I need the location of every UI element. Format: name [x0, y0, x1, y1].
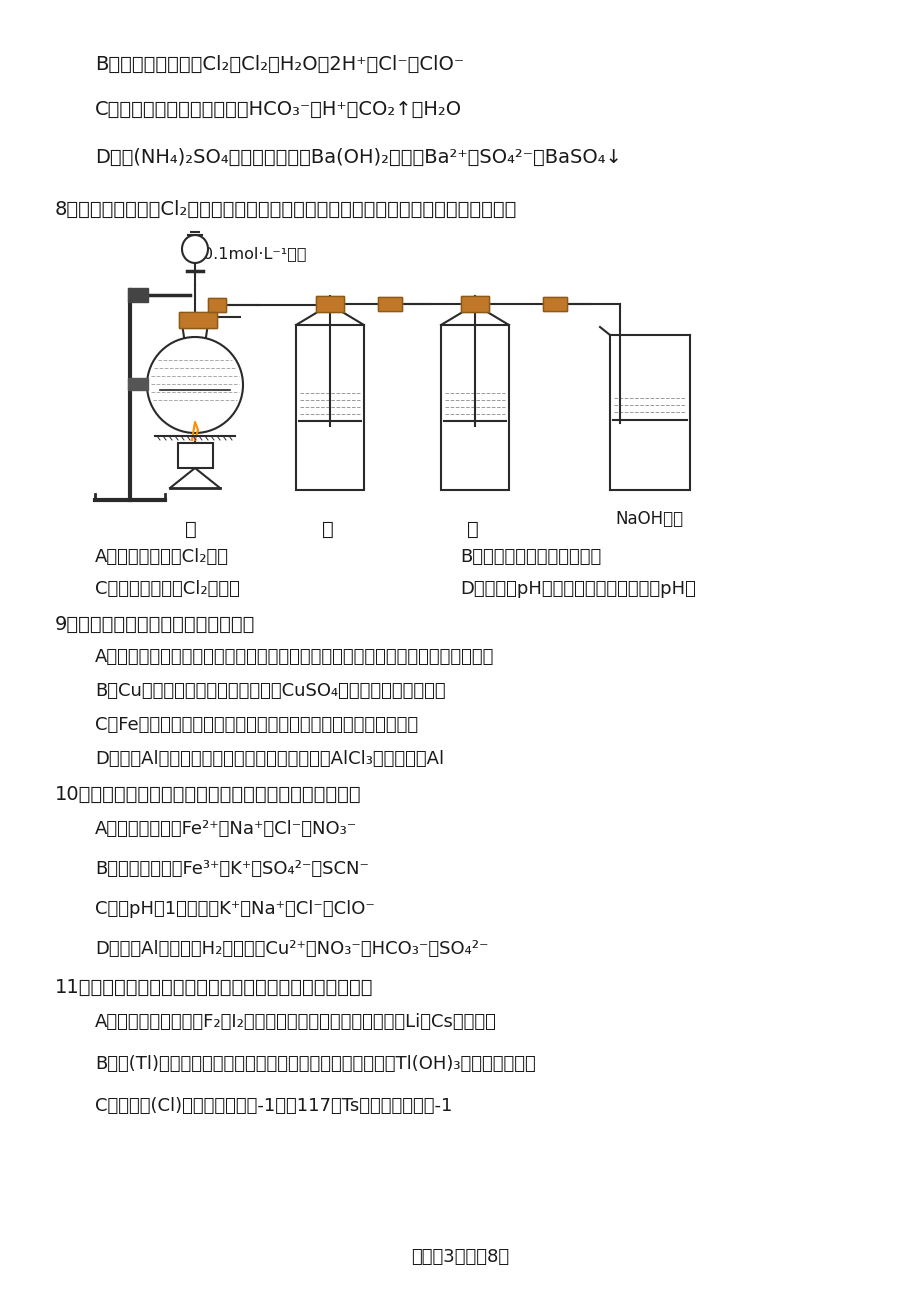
Text: 9．下列关于金属冶炼的说法正确的是: 9．下列关于金属冶炼的说法正确的是	[55, 615, 255, 634]
Text: B．Cu的湿法冶炼是将金属钠投入到CuSO₄溶液中，从而置换出铜: B．Cu的湿法冶炼是将金属钠投入到CuSO₄溶液中，从而置换出铜	[95, 682, 445, 700]
Text: C．用小苏打治疗胃酸过多：HCO₃⁻＋H⁺＝CO₂↑＋H₂O: C．用小苏打治疗胃酸过多：HCO₃⁻＋H⁺＝CO₂↑＋H₂O	[95, 100, 461, 118]
Text: D．用干燥pH试纸测量装置丙中溶液的pH值: D．用干燥pH试纸测量装置丙中溶液的pH值	[460, 579, 695, 598]
Bar	[208, 298, 226, 312]
Bar	[378, 297, 402, 311]
Text: 试卷第3页，共8页: 试卷第3页，共8页	[411, 1249, 508, 1266]
Bar	[542, 297, 566, 311]
Text: C．氯元素(Cl)的最低化合价为-1，则117号Ts的最低化合价为-1: C．氯元素(Cl)的最低化合价为-1，则117号Ts的最低化合价为-1	[95, 1098, 452, 1115]
Ellipse shape	[182, 234, 208, 263]
Text: B．在透明溶液中Fe³⁺、K⁺、SO₄²⁻、SCN⁻: B．在透明溶液中Fe³⁺、K⁺、SO₄²⁻、SCN⁻	[95, 861, 369, 878]
Text: C．用装置丙制取Cl₂水溶液: C．用装置丙制取Cl₂水溶液	[95, 579, 240, 598]
Circle shape	[147, 337, 243, 434]
Text: B．铊(Tl)和铝位于同一主族，则铊的最高价氧化物的水化物Tl(OH)₃为两性氢氧化物: B．铊(Tl)和铝位于同一主族，则铊的最高价氧化物的水化物Tl(OH)₃为两性氢…	[95, 1055, 535, 1073]
Text: 11．类比和推理是化学研究的重要方法，下列说法正确的是: 11．类比和推理是化学研究的重要方法，下列说法正确的是	[55, 978, 373, 997]
Bar	[315, 296, 344, 312]
Bar	[128, 378, 148, 391]
Bar	[208, 298, 226, 312]
Bar	[179, 312, 217, 328]
Text: MnO₂: MnO₂	[167, 367, 211, 385]
Bar	[177, 443, 213, 467]
Text: A．在透明溶液中Fe²⁺、Na⁺、Cl⁻、NO₃⁻: A．在透明溶液中Fe²⁺、Na⁺、Cl⁻、NO₃⁻	[95, 820, 357, 838]
Bar	[542, 297, 566, 311]
Text: 0.1mol·L⁻¹盐酸: 0.1mol·L⁻¹盐酸	[203, 246, 306, 260]
Text: C．Fe通常采用热还原法冶炼，加入石灰石的目的是除去过量的碳: C．Fe通常采用热还原法冶炼，加入石灰石的目的是除去过量的碳	[95, 716, 417, 734]
Bar	[440, 326, 508, 490]
Bar	[179, 312, 217, 328]
Text: 8．实验室制取少量Cl₂水溶液并探究其成分，下列实验装置和操作能达到实验目的的是: 8．实验室制取少量Cl₂水溶液并探究其成分，下列实验装置和操作能达到实验目的的是	[55, 201, 516, 219]
Bar	[315, 296, 344, 312]
Text: 丙: 丙	[467, 519, 478, 539]
Text: A．卤素单质的熔点从F₂到I₂逐渐升高，则碱金属单质的熔点从Li到Cs逐渐升高: A．卤素单质的熔点从F₂到I₂逐渐升高，则碱金属单质的熔点从Li到Cs逐渐升高	[95, 1013, 496, 1031]
Text: B．装置乙中的试剂是浓硫酸: B．装置乙中的试剂是浓硫酸	[460, 548, 601, 566]
Text: D．由于Al的活泼性强，故工业上采用电解熔融AlCl₃的方法生产Al: D．由于Al的活泼性强，故工业上采用电解熔融AlCl₃的方法生产Al	[95, 750, 444, 768]
Bar	[128, 288, 148, 302]
Text: D．向(NH₄)₂SO₄溶液中加入过量Ba(OH)₂溶液：Ba²⁺＋SO₄²⁻＝BaSO₄↓: D．向(NH₄)₂SO₄溶液中加入过量Ba(OH)₂溶液：Ba²⁺＋SO₄²⁻＝…	[95, 148, 621, 167]
Bar	[296, 326, 364, 490]
Text: 10．下列各组离子在给定的条件下一定能大量共存的是：: 10．下列各组离子在给定的条件下一定能大量共存的是：	[55, 785, 361, 805]
Bar	[460, 296, 489, 312]
Bar	[460, 296, 489, 312]
Text: 甲: 甲	[185, 519, 197, 539]
Text: A．用装置甲制取Cl₂气体: A．用装置甲制取Cl₂气体	[95, 548, 229, 566]
Text: NaOH溶液: NaOH溶液	[614, 510, 683, 529]
Bar	[378, 297, 402, 311]
Text: B．向水中通入适量Cl₂：Cl₂＋H₂O＝2H⁺＋Cl⁻＋ClO⁻: B．向水中通入适量Cl₂：Cl₂＋H₂O＝2H⁺＋Cl⁻＋ClO⁻	[95, 55, 463, 74]
Text: A．金属冶炼的本质是将金属从化合态还原为游离态，冶炼方法由金属的活泼性决定: A．金属冶炼的本质是将金属从化合态还原为游离态，冶炼方法由金属的活泼性决定	[95, 648, 494, 667]
Text: 乙: 乙	[322, 519, 334, 539]
Text: C．在pH＝1的溶液中K⁺、Na⁺、Cl⁻、ClO⁻: C．在pH＝1的溶液中K⁺、Na⁺、Cl⁻、ClO⁻	[95, 900, 374, 918]
Text: D．能与Al反应生成H₂的溶液中Cu²⁺、NO₃⁻、HCO₃⁻、SO₄²⁻: D．能与Al反应生成H₂的溶液中Cu²⁺、NO₃⁻、HCO₃⁻、SO₄²⁻	[95, 940, 488, 958]
